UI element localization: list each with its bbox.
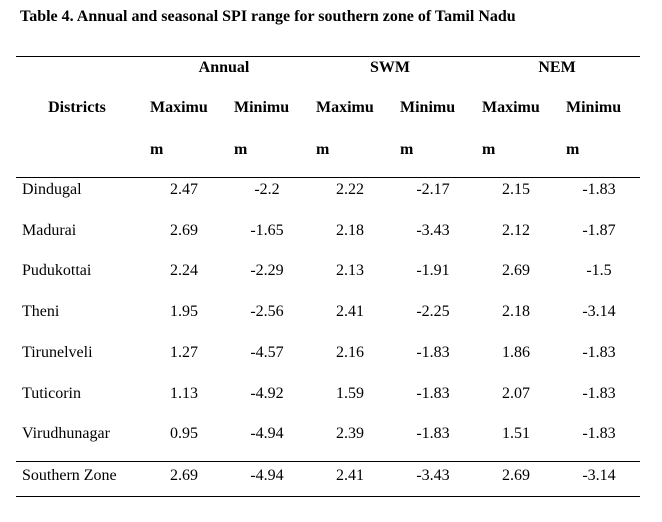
table-row-district: Theni — [22, 303, 60, 320]
table-row-district: Dindugal — [22, 181, 82, 198]
table-row-district: Madurai — [22, 222, 77, 239]
subheader-swm-max-cont: m — [316, 141, 330, 158]
table-cell-annual-max: 1.27 — [170, 344, 198, 361]
subheader-annual-min: Minimu — [234, 99, 290, 116]
top-rule — [16, 56, 640, 57]
table-row-district: Pudukottai — [22, 262, 92, 279]
table-cell-swm-min: -1.91 — [416, 262, 450, 279]
table-cell-nem-max: 1.86 — [502, 344, 530, 361]
table-cell-annual-max: 2.47 — [170, 181, 198, 198]
table-cell-annual-max: 2.24 — [170, 262, 198, 279]
subheader-nem-max-cont: m — [482, 141, 496, 158]
summary-nem-min: -3.14 — [582, 467, 616, 484]
table-cell-nem-max: 2.18 — [502, 303, 530, 320]
table-cell-swm-min: -1.83 — [416, 425, 450, 442]
table-cell-annual-min: -2.56 — [250, 303, 284, 320]
table-cell-swm-min: -1.83 — [416, 344, 450, 361]
header-group-swm: SWM — [370, 59, 410, 76]
subheader-nem-min: Minimu — [566, 99, 622, 116]
summary-annual-min: -4.94 — [250, 467, 284, 484]
summary-swm-min: -3.43 — [416, 467, 450, 484]
subheader-swm-min-cont: m — [400, 141, 414, 158]
subheader-swm-max: Maximu — [316, 99, 374, 116]
table-cell-annual-max: 1.13 — [170, 385, 198, 402]
table-row-district: Tuticorin — [22, 385, 81, 402]
table-row-district: Tirunelveli — [22, 344, 93, 361]
table-cell-annual-min: -1.65 — [250, 222, 284, 239]
table-cell-nem-max: 2.07 — [502, 385, 530, 402]
table-cell-nem-min: -1.87 — [582, 222, 616, 239]
table-cell-annual-min: -2.29 — [250, 262, 284, 279]
subheader-annual-min-cont: m — [234, 141, 248, 158]
table-cell-nem-max: 2.12 — [502, 222, 530, 239]
table-cell-swm-min: -3.43 — [416, 222, 450, 239]
table-cell-nem-min: -1.83 — [582, 385, 616, 402]
table-row-district: Virudhunagar — [22, 425, 110, 442]
table-cell-nem-min: -1.83 — [582, 181, 616, 198]
table-cell-swm-max: 2.39 — [336, 425, 364, 442]
table-cell-swm-max: 2.18 — [336, 222, 364, 239]
table-cell-swm-min: -2.25 — [416, 303, 450, 320]
table-cell-nem-min: -3.14 — [582, 303, 616, 320]
header-group-nem: NEM — [538, 59, 576, 76]
header-group-annual: Annual — [198, 59, 250, 76]
header-districts: Districts — [48, 99, 106, 116]
table-cell-annual-min: -4.94 — [250, 425, 284, 442]
subheader-annual-max-cont: m — [150, 141, 164, 158]
subheader-swm-min: Minimu — [400, 99, 456, 116]
table-cell-swm-min: -1.83 — [416, 385, 450, 402]
bottom-rule — [16, 496, 640, 497]
header-rule — [16, 177, 640, 178]
summary-rule — [16, 461, 640, 462]
table-cell-swm-max: 2.41 — [336, 303, 364, 320]
table-cell-annual-max: 1.95 — [170, 303, 198, 320]
table-cell-annual-max: 0.95 — [170, 425, 198, 442]
table-cell-annual-max: 2.69 — [170, 222, 198, 239]
table-cell-annual-min: -4.57 — [250, 344, 284, 361]
table-cell-nem-max: 2.69 — [502, 262, 530, 279]
table-cell-annual-min: -4.92 — [250, 385, 284, 402]
table-cell-nem-min: -1.5 — [586, 262, 612, 279]
table-cell-nem-min: -1.83 — [582, 425, 616, 442]
table-cell-swm-max: 2.16 — [336, 344, 364, 361]
summary-nem-max: 2.69 — [502, 467, 530, 484]
table-cell-swm-max: 2.22 — [336, 181, 364, 198]
table-cell-swm-max: 2.13 — [336, 262, 364, 279]
subheader-nem-min-cont: m — [566, 141, 580, 158]
table-caption: Table 4. Annual and seasonal SPI range f… — [20, 8, 516, 25]
subheader-nem-max: Maximu — [482, 99, 540, 116]
table-cell-swm-max: 1.59 — [336, 385, 364, 402]
table-cell-nem-min: -1.83 — [582, 344, 616, 361]
table-cell-swm-min: -2.17 — [416, 181, 450, 198]
summary-district: Southern Zone — [22, 467, 117, 484]
subheader-annual-max: Maximu — [150, 99, 208, 116]
summary-annual-max: 2.69 — [170, 467, 198, 484]
table-cell-annual-min: -2.2 — [254, 181, 280, 198]
table-cell-nem-max: 2.15 — [502, 181, 530, 198]
summary-swm-max: 2.41 — [336, 467, 364, 484]
table-cell-nem-max: 1.51 — [502, 425, 530, 442]
